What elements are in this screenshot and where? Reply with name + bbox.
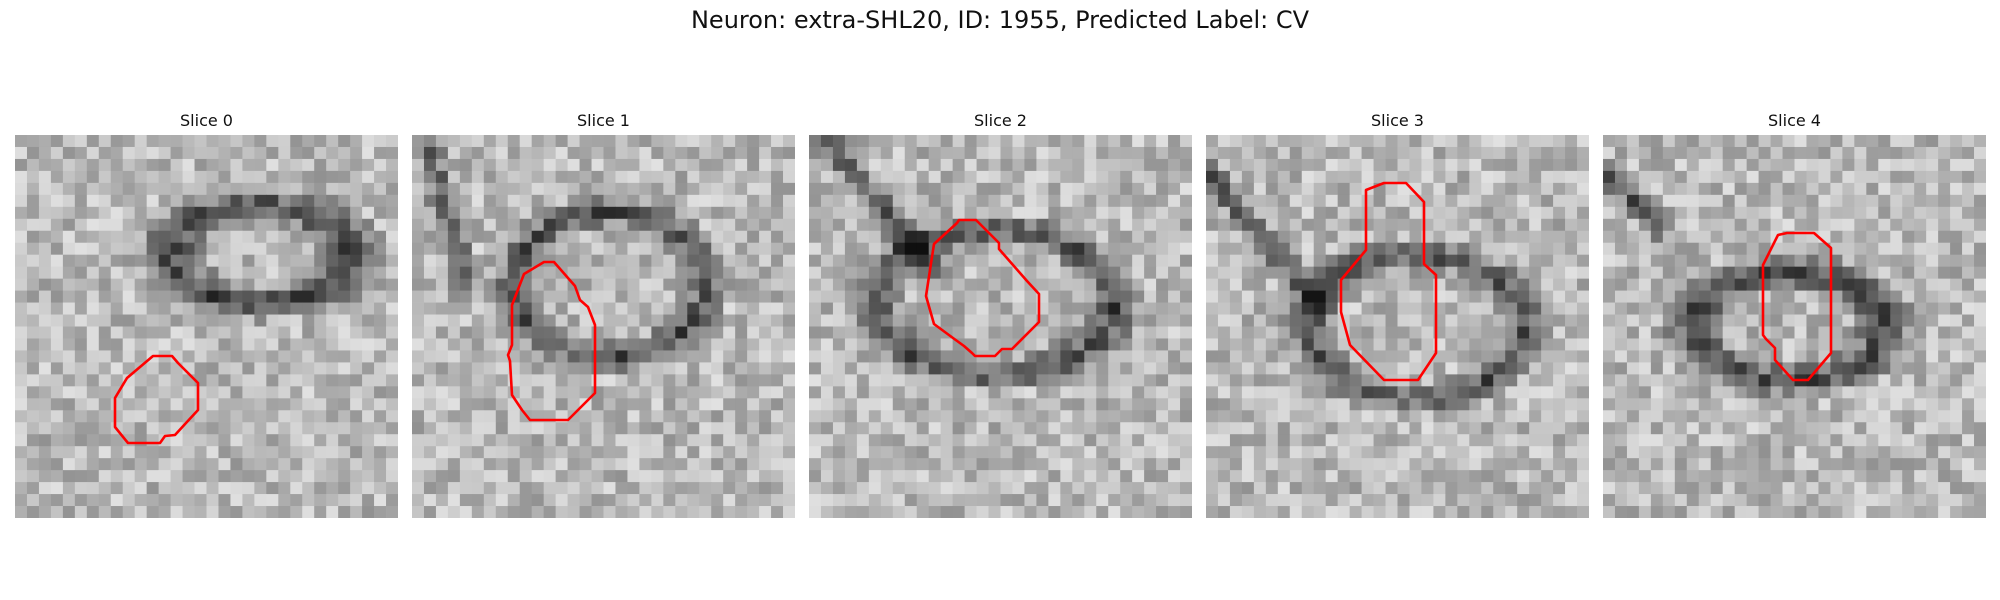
contour-outline [1761,231,1833,382]
slice-panel-2: Slice 2 [809,110,1192,518]
slice-image [1603,135,1986,518]
contour-outline [1339,181,1438,382]
contour-outline [113,354,200,445]
figure-title: Neuron: extra-SHL20, ID: 1955, Predicted… [690,6,1310,34]
slice-svg [809,135,1192,518]
slice-svg [412,135,795,518]
slice-image [1206,135,1589,518]
slice-svg [1206,135,1589,518]
slice-title: Slice 0 [180,111,233,130]
slice-title: Slice 2 [974,111,1027,130]
slice-svg [1603,135,1986,518]
slice-panel-0: Slice 0 [15,110,398,518]
slice-image [15,135,398,518]
slice-image [412,135,795,518]
slice-panel-4: Slice 4 [1603,110,1986,518]
slice-title: Slice 4 [1768,111,1821,130]
slice-title: Slice 1 [577,111,630,130]
slice-svg [15,135,398,518]
contour-outline [506,260,597,422]
contour-outline [924,218,1041,358]
slice-title: Slice 3 [1371,111,1424,130]
slice-panel-1: Slice 1 [412,110,795,518]
slice-panel-3: Slice 3 [1206,110,1589,518]
slice-image [809,135,1192,518]
